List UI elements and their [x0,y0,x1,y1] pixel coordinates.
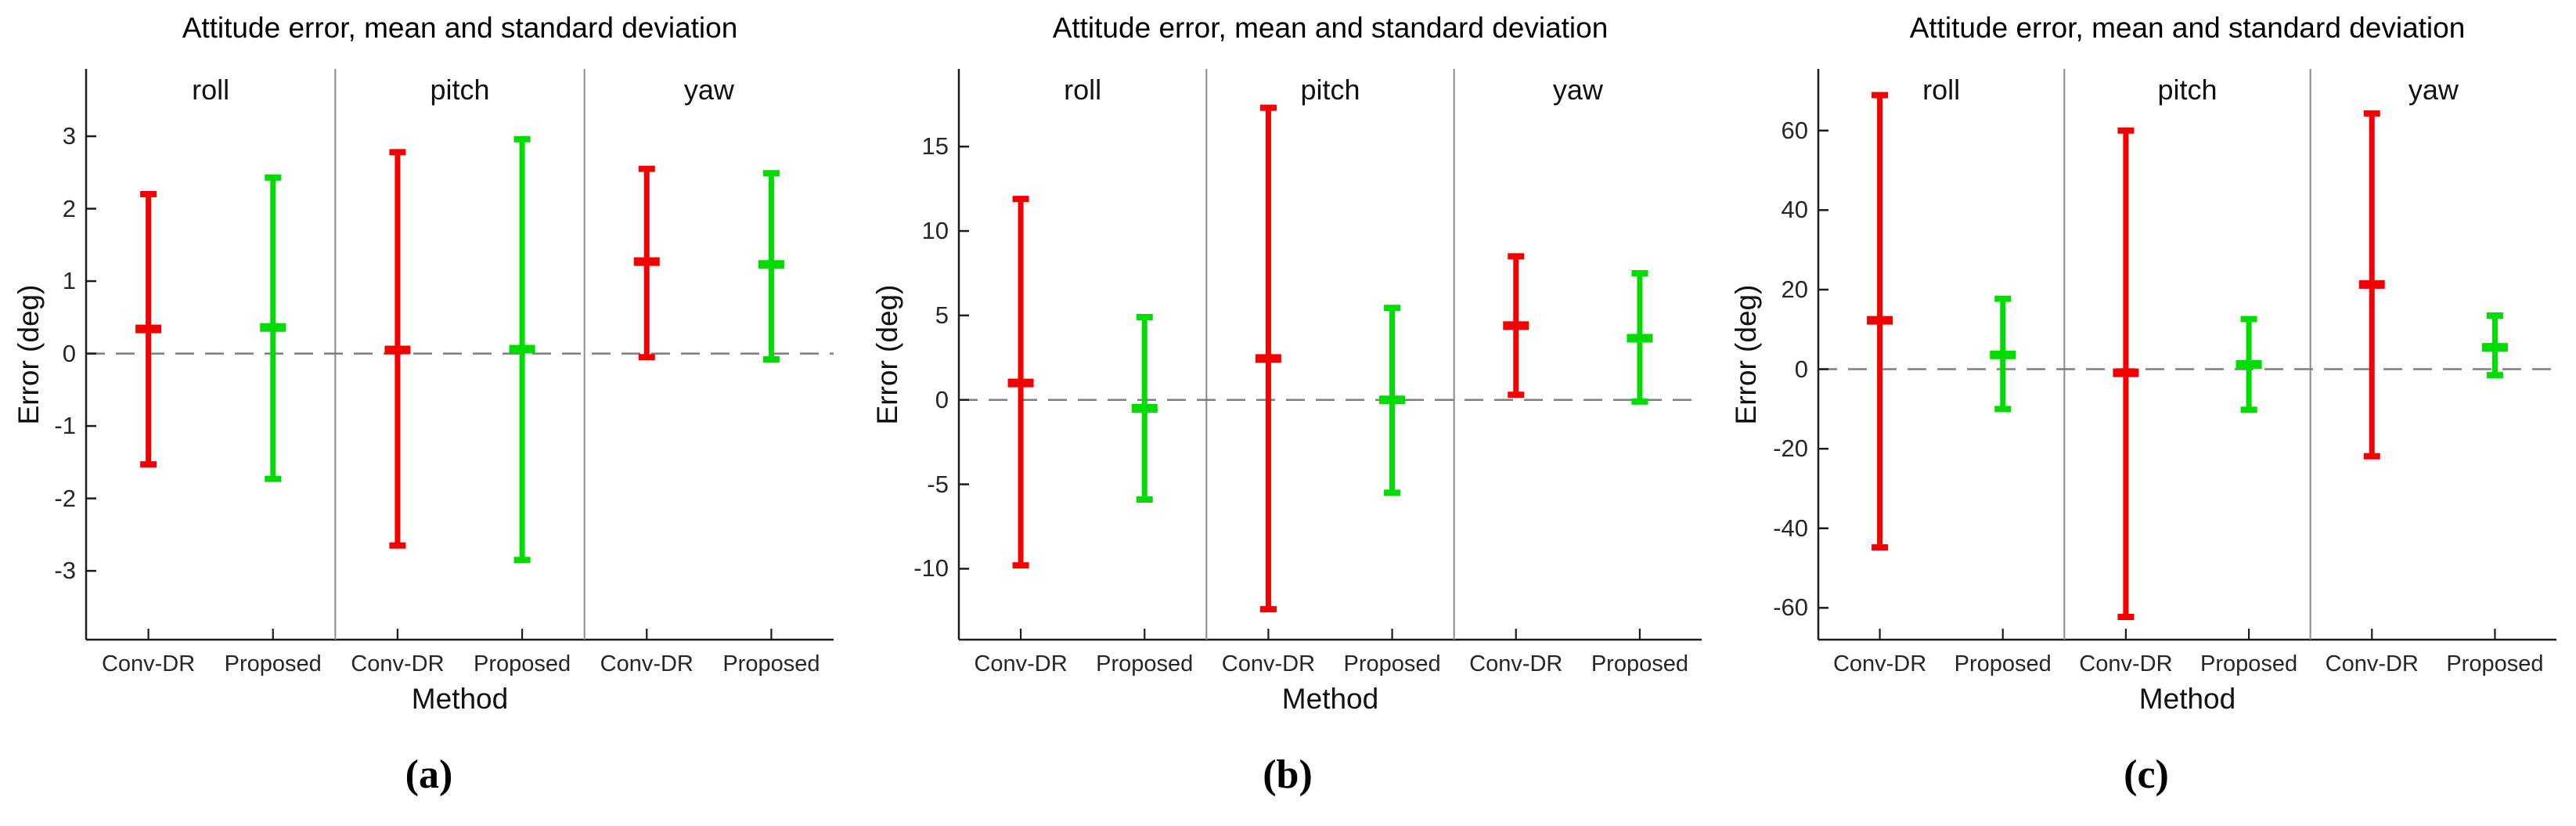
x-tick-label: Conv-DR [1469,651,1563,676]
x-tick-label: Proposed [1096,651,1194,676]
panel-label-pitch: pitch [430,74,490,106]
x-tick-label: Proposed [1954,651,2052,676]
y-tick-label: -2 [54,484,76,512]
plot-area-c [1817,69,2556,641]
panel-label-roll: roll [1064,74,1102,106]
y-tick-label: 0 [935,385,949,413]
y-tick-label: -40 [1773,514,1808,542]
plot-area-b [957,69,1702,641]
y-tick-label: 1 [62,267,76,295]
panel-label-roll: roll [1922,74,1961,106]
x-tick-label: Conv-DR [600,651,694,676]
panel-label-yaw: yaw [2408,74,2459,106]
x-tick-label: Proposed [2200,651,2298,676]
chart-title: Attitude error, mean and standard deviat… [1052,12,1609,44]
x-tick-label: Conv-DR [351,651,445,676]
panel-label-pitch: pitch [2157,74,2218,106]
y-tick-label: 40 [1781,196,1808,224]
panel-label-yaw: yaw [683,74,734,106]
x-axis-label: Method [411,683,509,715]
figure-caption-b: (b) [1263,752,1313,797]
chart-title: Attitude error, mean and standard deviat… [182,12,738,44]
x-tick-label: Proposed [2446,651,2544,676]
y-tick-label: 60 [1781,116,1808,144]
y-tick-label: 5 [935,301,949,329]
y-tick-label: -3 [54,557,76,585]
y-tick-label: 0 [1794,355,1808,383]
x-tick-label: Conv-DR [1832,651,1927,676]
figure-caption-c: (c) [2124,752,2169,797]
x-tick-label: Proposed [474,651,571,676]
x-axis-label: Method [1281,683,1379,715]
plot-area-a [85,69,834,641]
x-tick-label: Conv-DR [2325,651,2419,676]
x-tick-label: Conv-DR [2079,651,2173,676]
chart-a: Attitude error, mean and standard deviat… [0,0,859,826]
figure-caption-a: (a) [405,752,453,797]
chart-b: Attitude error, mean and standard deviat… [859,0,1717,826]
y-axis-label: Error (deg) [13,284,45,424]
y-tick-label: -10 [913,554,949,583]
x-tick-label: Conv-DR [974,651,1068,676]
chart-title: Attitude error, mean and standard deviat… [1909,12,2466,44]
y-tick-label: -5 [927,470,949,498]
y-tick-label: -60 [1773,593,1808,622]
y-axis-label: Error (deg) [871,284,903,424]
x-tick-label: Proposed [722,651,820,676]
y-tick-label: 20 [1781,275,1808,303]
y-axis-label: Error (deg) [1730,284,1762,424]
y-tick-label: -1 [54,412,76,440]
panel-label-yaw: yaw [1552,74,1603,106]
y-tick-label: 15 [921,132,949,161]
y-tick-label: -20 [1773,435,1808,463]
y-tick-label: 0 [62,339,76,367]
panel-label-pitch: pitch [1300,74,1360,106]
panel-label-roll: roll [192,74,230,106]
chart-c: Attitude error, mean and standard deviat… [1717,0,2576,826]
x-tick-label: Proposed [224,651,322,676]
y-tick-label: 2 [62,194,76,222]
x-tick-label: Proposed [1343,651,1441,676]
y-tick-label: 10 [921,217,949,245]
x-tick-label: Proposed [1591,651,1688,676]
y-tick-label: 3 [62,122,76,150]
x-tick-label: Conv-DR [1221,651,1316,676]
x-axis-label: Method [2138,683,2236,715]
x-tick-label: Conv-DR [101,651,196,676]
